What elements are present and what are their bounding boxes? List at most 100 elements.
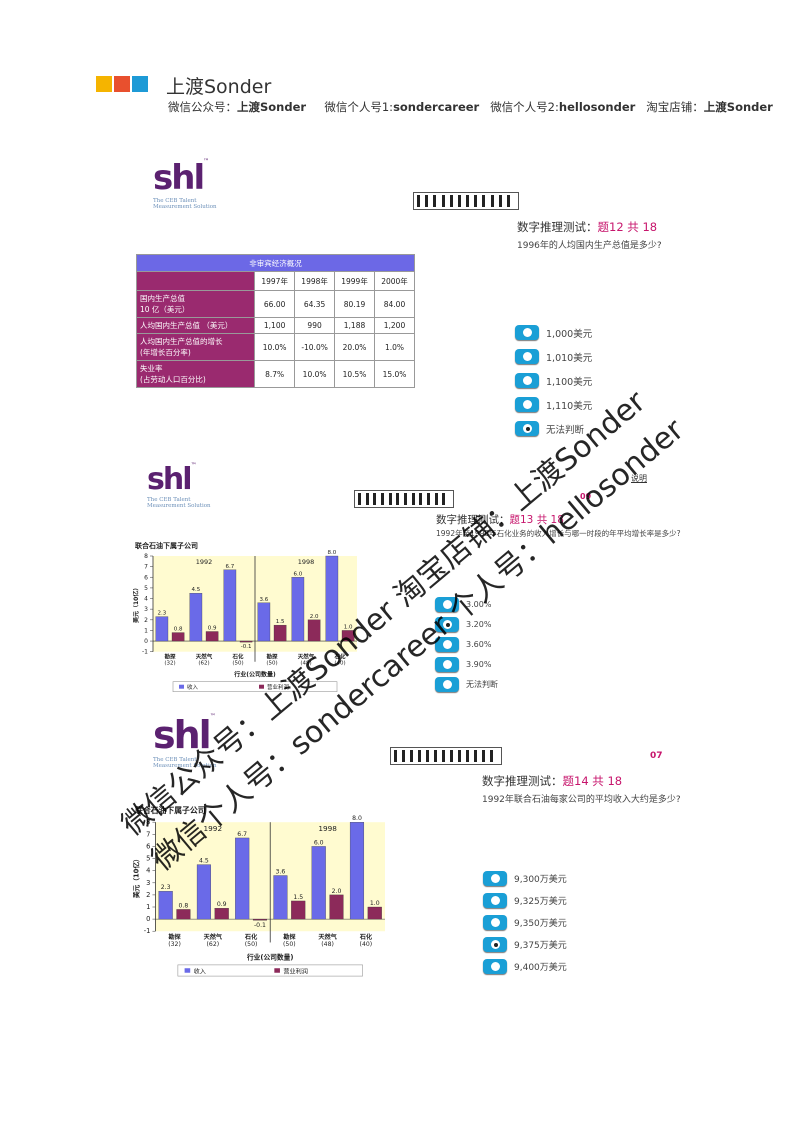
bar <box>239 640 253 643</box>
legend-label: 收入 <box>194 967 206 975</box>
radio-button[interactable] <box>515 325 539 340</box>
x-tick-label: (32) <box>164 661 175 667</box>
answer-option[interactable]: 3.20% <box>435 617 491 632</box>
question-title: 数字推理测试：题13 共 18 <box>436 514 564 526</box>
instructions-link[interactable]: 说明 <box>631 474 647 483</box>
answer-option[interactable]: 3.60% <box>435 637 491 652</box>
radio-button[interactable] <box>515 397 539 412</box>
progress-segment <box>482 195 486 207</box>
economy-table: 非审宾经济概况 1997年 1998年 1999年 2000年 国内生产总值 10… <box>135 254 415 388</box>
data-label: 0.9 <box>217 901 227 908</box>
data-label: 8.0 <box>352 815 362 822</box>
answer-option[interactable]: 9,325万美元 <box>483 893 567 908</box>
radio-button[interactable] <box>435 597 459 612</box>
y-tick-label: 8 <box>144 553 148 560</box>
radio-button[interactable] <box>515 421 539 436</box>
radio-button[interactable] <box>483 915 507 930</box>
x-tick-label: 石化 <box>231 653 244 661</box>
answer-option[interactable]: 9,375万美元 <box>483 937 567 952</box>
legend-swatch <box>179 684 184 689</box>
progress-segment <box>466 750 469 762</box>
y-tick-label: 5 <box>144 585 148 592</box>
data-label: 8.0 <box>328 550 337 556</box>
radio-button[interactable] <box>435 637 459 652</box>
chart-title: 联合石油下属子公司 <box>135 541 198 550</box>
progress-segment <box>474 750 477 762</box>
legend-swatch <box>274 968 280 973</box>
bar <box>349 822 365 920</box>
y-tick-label: 6 <box>144 574 148 581</box>
progress-segment <box>365 493 369 505</box>
radio-button[interactable] <box>515 373 539 388</box>
option-label: 3.90% <box>466 660 492 669</box>
option-label: 9,325万美元 <box>514 897 567 907</box>
question-text: 1992年联合石油每家公司的平均收入大约是多少? <box>482 795 681 805</box>
data-label: 3.6 <box>276 868 286 875</box>
answer-option[interactable]: 3.90% <box>435 657 491 672</box>
x-tick-label: (40) <box>360 941 373 948</box>
x-tick-label: (50) <box>266 661 277 667</box>
bar <box>205 631 219 642</box>
progress-segment <box>373 493 377 505</box>
panel-label: 1998 <box>318 824 337 833</box>
year-header: 2000年 <box>374 271 415 291</box>
bar <box>176 909 191 920</box>
answer-option[interactable]: 3.00% <box>435 597 491 612</box>
data-label: 1.5 <box>276 619 285 625</box>
contact-line: 微信公众号：上渡Sonder 微信个人号1:sondercareer 微信个人号… <box>168 100 773 114</box>
answer-option[interactable]: 无法判断 <box>435 677 498 692</box>
bar <box>155 616 169 642</box>
data-label: 6.0 <box>294 571 303 577</box>
progress-segment <box>381 493 384 505</box>
x-tick-label: 勘探 <box>164 653 176 661</box>
answer-option[interactable]: 9,400万美元 <box>483 959 567 974</box>
progress-segment <box>425 195 429 207</box>
bar <box>235 837 250 920</box>
radio-button[interactable] <box>483 893 507 908</box>
x-tick-label: (62) <box>207 941 220 948</box>
radio-button[interactable] <box>515 349 539 364</box>
option-label: 1,000美元 <box>546 328 593 340</box>
data-label: -0.1 <box>254 922 266 929</box>
y-tick-label: 0 <box>146 915 150 923</box>
progress-segment <box>490 750 493 762</box>
radio-button[interactable] <box>483 937 507 952</box>
answer-option[interactable]: 无法判断 <box>515 421 584 436</box>
y-tick-label: 8 <box>146 818 150 826</box>
answer-option[interactable]: 9,350万美元 <box>483 915 567 930</box>
legend <box>172 681 338 692</box>
answer-option[interactable]: 1,110美元 <box>515 397 592 412</box>
radio-button[interactable] <box>483 959 507 974</box>
radio-button[interactable] <box>483 871 507 886</box>
answer-option[interactable]: 1,100美元 <box>515 373 592 388</box>
progress-segment <box>427 493 430 505</box>
answer-option[interactable]: 1,010美元 <box>515 349 592 364</box>
data-label: 6.0 <box>314 839 324 846</box>
x-axis-label: 行业(公司数量) <box>246 952 293 961</box>
legend-label: 收入 <box>187 683 199 691</box>
bar <box>329 894 344 920</box>
year-header: 1997年 <box>254 271 296 291</box>
x-tick-label: (40) <box>334 661 345 667</box>
bar <box>257 602 271 642</box>
bar <box>311 846 326 920</box>
answer-option[interactable]: 9,300万美元 <box>483 871 567 886</box>
y-tick-label: 2 <box>146 891 150 899</box>
radio-button[interactable] <box>435 677 459 692</box>
bar <box>341 630 355 642</box>
progress-segment <box>411 493 415 505</box>
legend-label: 营业利润 <box>283 967 308 975</box>
answer-option[interactable]: 1,000美元 <box>515 325 592 340</box>
year-header: 1998年 <box>294 271 336 291</box>
progress-segment <box>418 750 421 762</box>
x-tick-label: 天然气 <box>204 933 223 941</box>
x-tick-label: (50) <box>245 941 258 948</box>
x-tick-label: (48) <box>300 661 311 667</box>
x-tick-label: 勘探 <box>283 933 296 941</box>
radio-button[interactable] <box>435 657 459 672</box>
option-label: 无法判断 <box>466 680 498 689</box>
radio-button[interactable] <box>435 617 459 632</box>
y-tick-label: -1 <box>142 649 148 656</box>
progress-segment <box>458 750 461 762</box>
panel-label: 1992 <box>204 824 223 833</box>
